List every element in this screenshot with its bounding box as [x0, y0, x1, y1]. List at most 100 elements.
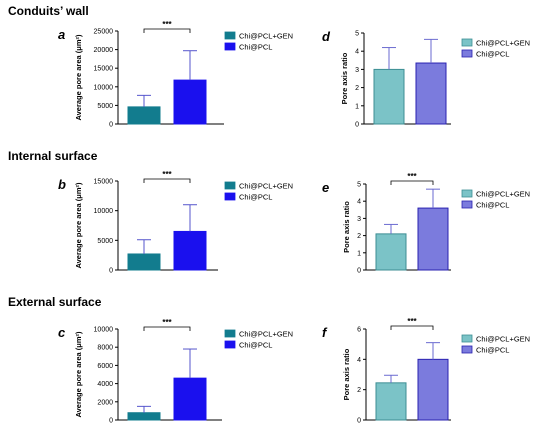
y-axis-label: Pore axis ratio	[340, 52, 349, 104]
significance-label: ***	[162, 170, 172, 179]
legend-label: Chi@PCL+GEN	[476, 335, 530, 344]
y-tick-label: 4	[357, 199, 361, 206]
bar-chi-pcl-gen	[127, 106, 161, 125]
y-tick-label: 8000	[97, 345, 113, 352]
legend-swatch	[224, 181, 236, 190]
y-tick-label: 6	[357, 327, 361, 334]
bar-chi-pcl	[173, 230, 207, 271]
panel-letter: f	[322, 325, 328, 340]
significance-label: ***	[407, 172, 417, 181]
legend-label: Chi@PCL	[476, 346, 509, 355]
y-tick-label: 5	[355, 31, 359, 38]
y-tick-label: 10000	[94, 208, 114, 215]
y-tick-label: 25000	[94, 29, 114, 36]
significance-bracket	[143, 326, 191, 331]
legend-swatch	[461, 38, 473, 47]
y-tick-label: 2	[357, 233, 361, 240]
bar-chi-pcl-gen	[375, 233, 407, 271]
legend-swatch	[224, 192, 236, 201]
section-title-external-surface: External surface	[8, 295, 102, 309]
y-tick-label: 2	[357, 387, 361, 394]
bar-chi-pcl-gen	[373, 68, 405, 125]
y-tick-label: 1	[355, 103, 359, 110]
legend-label: Chi@PCL	[239, 193, 272, 202]
legend-label: Chi@PCL+GEN	[239, 32, 293, 41]
significance-label: ***	[162, 318, 172, 327]
legend-swatch	[461, 189, 473, 198]
y-tick-label: 4	[355, 49, 359, 56]
y-tick-label: 0	[355, 122, 359, 129]
y-tick-label: 10000	[94, 327, 114, 334]
chart-panel-e: e 0 1 2 3 4 5 Pore axis ratio *** Chi@PCL+GEN Chi@…	[322, 172, 530, 275]
section-title-internal-surface: Internal surface	[8, 149, 98, 163]
bar-chi-pcl-gen	[127, 412, 161, 421]
chart-panel-a: a 0 5000 10000 15000 20000 25000 Average pore a…	[58, 20, 293, 129]
section-title-conduits-wall: Conduits’ wall	[8, 4, 89, 18]
significance-bracket	[390, 180, 434, 185]
panel-letter: a	[58, 27, 65, 42]
y-tick-label: 2000	[97, 399, 113, 406]
y-tick-label: 10000	[94, 84, 114, 91]
significance-label: ***	[162, 20, 172, 29]
bar-chi-pcl-gen	[127, 253, 161, 271]
y-axis-label: Average pore area (μm²)	[74, 331, 83, 418]
significance-bracket	[390, 325, 434, 330]
y-tick-label: 0	[109, 122, 113, 129]
significance-bracket	[143, 28, 191, 33]
legend-swatch	[224, 329, 236, 338]
y-tick-label: 0	[357, 268, 361, 275]
legend-label: Chi@PCL+GEN	[476, 39, 530, 48]
legend-label: Chi@PCL	[239, 43, 272, 52]
panel-letter: c	[58, 325, 66, 340]
y-axis-label: Pore axis ratio	[342, 201, 351, 253]
legend-swatch	[461, 334, 473, 343]
y-tick-label: 5000	[97, 238, 113, 245]
y-tick-label: 6000	[97, 363, 113, 370]
y-tick-label: 3	[355, 67, 359, 74]
legend-swatch	[461, 49, 473, 58]
y-tick-label: 0	[109, 418, 113, 425]
y-axis-label: Average pore area (μm²)	[74, 34, 83, 121]
y-tick-label: 5000	[97, 103, 113, 110]
y-axis-label: Average pore area (μm²)	[74, 182, 83, 269]
chart-panel-c: c 0 2000 4000 6000 8000 10000 Average pore area…	[58, 318, 293, 425]
bar-chi-pcl	[417, 207, 449, 271]
bar-chi-pcl	[173, 377, 207, 421]
legend-swatch	[461, 200, 473, 209]
y-tick-label: 0	[357, 418, 361, 425]
legend-label: Chi@PCL	[476, 50, 509, 59]
legend-label: Chi@PCL	[476, 201, 509, 210]
chart-panel-f: f 0 2 4 6 Pore axis ratio *** Chi@PCL+GEN Chi@PC…	[322, 317, 530, 425]
y-tick-label: 20000	[94, 47, 114, 54]
bar-chi-pcl	[417, 358, 449, 421]
y-tick-label: 15000	[94, 179, 114, 186]
y-tick-label: 4000	[97, 381, 113, 388]
y-tick-label: 0	[109, 268, 113, 275]
panel-letter: e	[322, 180, 329, 195]
y-tick-label: 3	[357, 216, 361, 223]
bar-chi-pcl	[173, 79, 207, 125]
chart-panel-b: b 0 5000 10000 15000 Average pore area (μm²) *…	[58, 170, 293, 275]
legend-swatch	[224, 340, 236, 349]
y-tick-label: 15000	[94, 66, 114, 73]
panel-letter: d	[322, 29, 331, 44]
y-tick-label: 5	[357, 182, 361, 189]
legend-label: Chi@PCL+GEN	[476, 190, 530, 199]
y-axis-label: Pore axis ratio	[342, 348, 351, 400]
panel-letter: b	[58, 177, 66, 192]
y-tick-label: 4	[357, 357, 361, 364]
significance-bracket	[143, 178, 191, 183]
bar-chi-pcl-gen	[375, 382, 407, 421]
legend-label: Chi@PCL+GEN	[239, 182, 293, 191]
legend-label: Chi@PCL	[239, 341, 272, 350]
y-tick-label: 2	[355, 85, 359, 92]
significance-label: ***	[407, 317, 417, 326]
chart-panel-d: d 0 1 2 3 4 5 Pore axis ratio Chi@PCL+GEN Chi@PCL	[322, 29, 530, 129]
legend-swatch	[224, 42, 236, 51]
legend-swatch	[461, 345, 473, 354]
legend-swatch	[224, 31, 236, 40]
bar-chi-pcl	[415, 62, 447, 125]
y-tick-label: 1	[357, 250, 361, 257]
legend-label: Chi@PCL+GEN	[239, 330, 293, 339]
